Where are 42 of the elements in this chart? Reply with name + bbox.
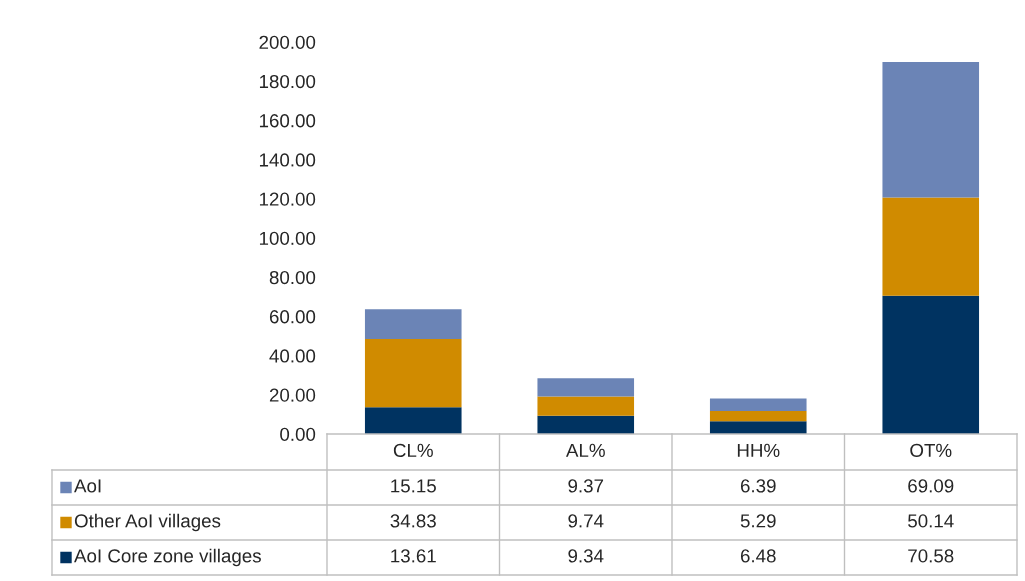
y-tick-label: 160.00 [259, 114, 316, 128]
x-tick-label: OT% [910, 443, 952, 458]
bar [709, 421, 807, 434]
bar [709, 410, 807, 422]
data-label: 6.48 [740, 549, 776, 563]
y-tick-label: 100.00 [259, 231, 316, 245]
data-label: 9.34 [568, 549, 604, 563]
y-tick-label: 140.00 [259, 153, 316, 167]
bar [882, 61, 980, 198]
bar [537, 378, 635, 397]
legend-label: AoI Core zone villages [74, 548, 261, 567]
y-tick-label: 60.00 [269, 310, 316, 324]
bar [537, 396, 635, 416]
bar [882, 197, 980, 296]
y-tick-label: 80.00 [269, 270, 316, 285]
x-tick-label: HH% [737, 443, 780, 457]
y-tick-label: 200.00 [259, 35, 316, 49]
data-label: 9.37 [568, 479, 604, 493]
data-label: 9.74 [568, 514, 604, 528]
data-label: 34.83 [390, 514, 436, 528]
bar [709, 398, 807, 411]
data-label: 6.39 [740, 479, 776, 493]
data-label: 70.58 [908, 549, 954, 563]
data-label: 50.14 [908, 514, 954, 528]
data-label: 15.15 [391, 479, 436, 493]
x-tick-label: AL% [565, 443, 605, 457]
data-label: 13.61 [391, 549, 436, 563]
data-label: 5.29 [740, 514, 776, 528]
y-tick-label: 180.00 [259, 74, 316, 89]
data-label: 69.09 [908, 479, 954, 493]
legend-label: AoI [74, 479, 101, 493]
bar [364, 407, 462, 434]
bar [364, 309, 462, 340]
y-tick-label: 120.00 [259, 192, 316, 206]
legend-label: Other AoI villages [74, 513, 221, 532]
bar [364, 339, 462, 408]
y-tick-label: 0.00 [280, 427, 316, 441]
y-tick-label: 20.00 [269, 388, 316, 402]
bar [882, 295, 980, 434]
bar [537, 415, 635, 434]
y-tick-label: 40.00 [269, 349, 316, 363]
x-tick-label: CL% [393, 443, 433, 458]
